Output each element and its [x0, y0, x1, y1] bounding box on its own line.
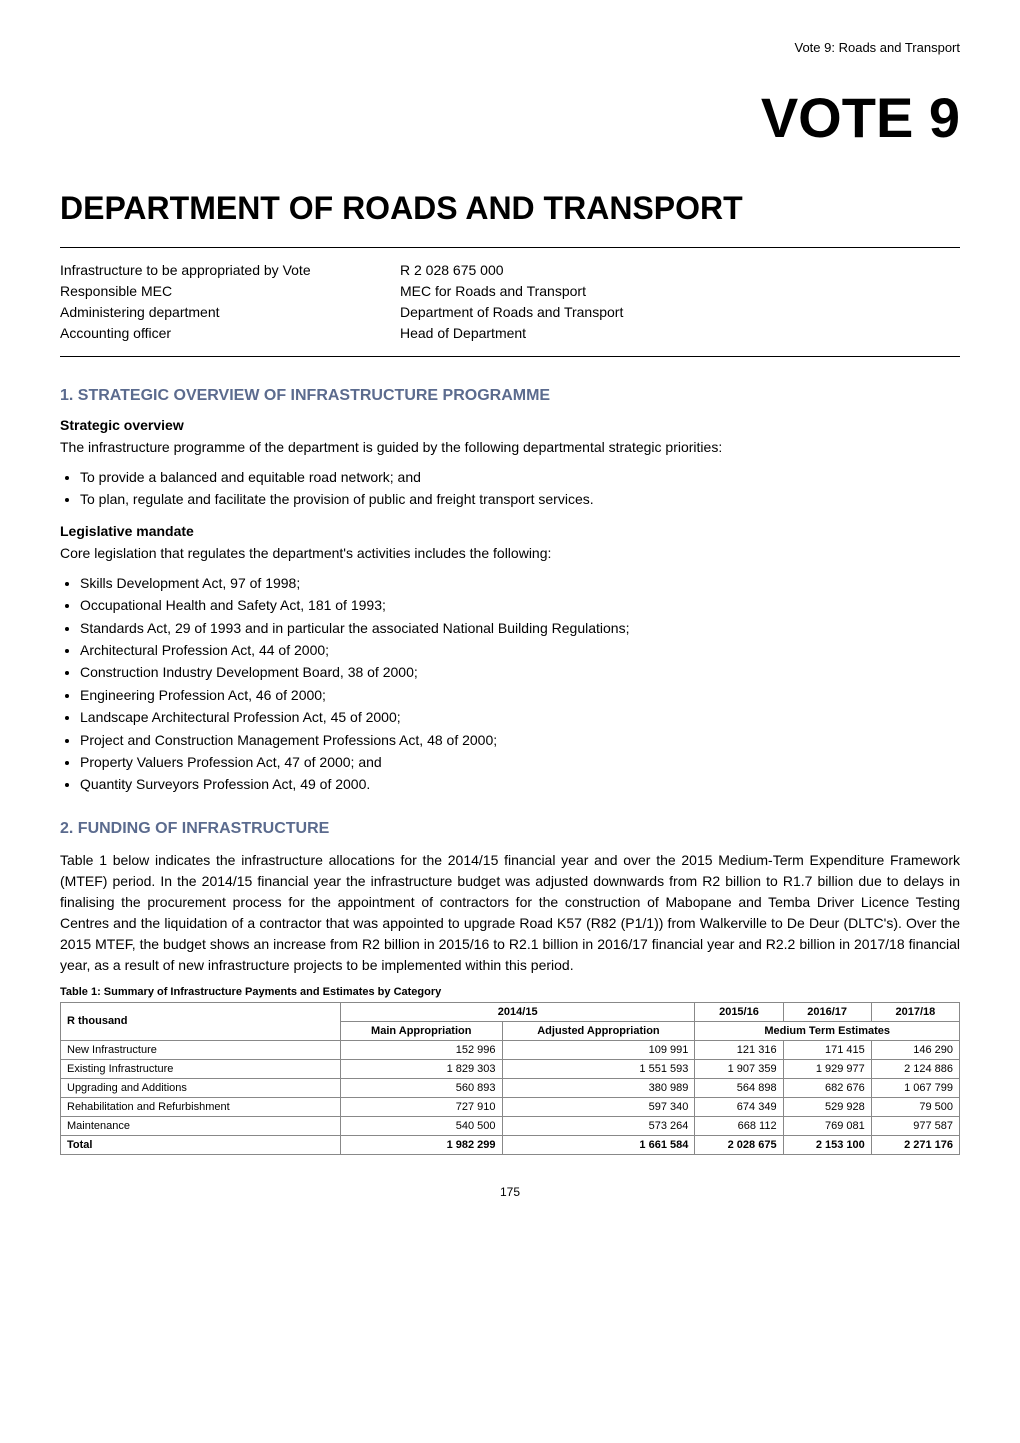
- table-cell-label: Upgrading and Additions: [61, 1078, 341, 1097]
- table-row: Upgrading and Additions 560 893 380 989 …: [61, 1078, 960, 1097]
- table-cell: 109 991: [502, 1040, 695, 1059]
- info-value: Department of Roads and Transport: [400, 302, 960, 323]
- table-cell-label: Existing Infrastructure: [61, 1059, 341, 1078]
- table-cell: 674 349: [695, 1097, 783, 1116]
- table-cell: 977 587: [871, 1116, 959, 1135]
- vote-title: VOTE 9: [60, 85, 960, 150]
- table-cell: 1 551 593: [502, 1059, 695, 1078]
- table-cell: 597 340: [502, 1097, 695, 1116]
- table-year-group: 2014/15: [341, 1002, 695, 1021]
- table-cell: 573 264: [502, 1116, 695, 1135]
- table-cell: 1 829 303: [341, 1059, 503, 1078]
- dept-title: DEPARTMENT OF ROADS AND TRANSPORT: [60, 190, 960, 227]
- bullet-item: Occupational Health and Safety Act, 181 …: [80, 594, 960, 616]
- bullet-item: Construction Industry Development Board,…: [80, 661, 960, 683]
- legislative-bullets: Skills Development Act, 97 of 1998; Occu…: [60, 572, 960, 796]
- table-row: Existing Infrastructure 1 829 303 1 551 …: [61, 1059, 960, 1078]
- table-total-cell: 1 661 584: [502, 1135, 695, 1154]
- page-number: 175: [60, 1185, 960, 1199]
- table-cell: 171 415: [783, 1040, 871, 1059]
- section-2-heading: 2. FUNDING OF INFRASTRUCTURE: [60, 820, 960, 838]
- table-cell-label: New Infrastructure: [61, 1040, 341, 1059]
- info-value: MEC for Roads and Transport: [400, 281, 960, 302]
- table-cell: 146 290: [871, 1040, 959, 1059]
- header-right: Vote 9: Roads and Transport: [60, 40, 960, 55]
- info-label: Administering department: [60, 302, 400, 323]
- info-row: Infrastructure to be appropriated by Vot…: [60, 260, 960, 281]
- table-rowheader-label: R thousand: [61, 1002, 341, 1040]
- table-header-row-1: R thousand 2014/15 2015/16 2016/17 2017/…: [61, 1002, 960, 1021]
- info-value: R 2 028 675 000: [400, 260, 960, 281]
- table-cell: 79 500: [871, 1097, 959, 1116]
- table-1-caption: Table 1: Summary of Infrastructure Payme…: [60, 986, 960, 998]
- table-cell: 668 112: [695, 1116, 783, 1135]
- info-row: Accounting officer Head of Department: [60, 323, 960, 344]
- bullet-item: Project and Construction Management Prof…: [80, 729, 960, 751]
- bullet-item: Standards Act, 29 of 1993 and in particu…: [80, 617, 960, 639]
- section-1-heading: 1. STRATEGIC OVERVIEW OF INFRASTRUCTURE …: [60, 387, 960, 405]
- info-block: Infrastructure to be appropriated by Vot…: [60, 247, 960, 357]
- table-cell-label: Maintenance: [61, 1116, 341, 1135]
- info-label: Accounting officer: [60, 323, 400, 344]
- table-year: 2016/17: [783, 1002, 871, 1021]
- strategic-bullets: To provide a balanced and equitable road…: [60, 466, 960, 511]
- info-label: Responsible MEC: [60, 281, 400, 302]
- bullet-item: Skills Development Act, 97 of 1998;: [80, 572, 960, 594]
- table-1: R thousand 2014/15 2015/16 2016/17 2017/…: [60, 1002, 960, 1155]
- table-total-cell: 2 028 675: [695, 1135, 783, 1154]
- table-cell-label: Rehabilitation and Refurbishment: [61, 1097, 341, 1116]
- table-cell: 727 910: [341, 1097, 503, 1116]
- bullet-item: Quantity Surveyors Profession Act, 49 of…: [80, 773, 960, 795]
- table-total-row: Total 1 982 299 1 661 584 2 028 675 2 15…: [61, 1135, 960, 1154]
- info-value: Head of Department: [400, 323, 960, 344]
- legislative-text: Core legislation that regulates the depa…: [60, 543, 960, 564]
- table-year: 2015/16: [695, 1002, 783, 1021]
- table-cell: 1 907 359: [695, 1059, 783, 1078]
- bullet-item: Architectural Profession Act, 44 of 2000…: [80, 639, 960, 661]
- table-total-cell: 2 271 176: [871, 1135, 959, 1154]
- table-total-label: Total: [61, 1135, 341, 1154]
- bullet-item: To plan, regulate and facilitate the pro…: [80, 488, 960, 510]
- table-subheader: Adjusted Appropriation: [502, 1021, 695, 1040]
- table-cell: 540 500: [341, 1116, 503, 1135]
- table-total-cell: 1 982 299: [341, 1135, 503, 1154]
- table-cell: 560 893: [341, 1078, 503, 1097]
- legislative-label: Legislative mandate: [60, 523, 960, 539]
- strategic-overview-text: The infrastructure programme of the depa…: [60, 437, 960, 458]
- table-cell: 380 989: [502, 1078, 695, 1097]
- table-cell: 529 928: [783, 1097, 871, 1116]
- table-cell: 564 898: [695, 1078, 783, 1097]
- table-cell: 1 067 799: [871, 1078, 959, 1097]
- section-2-para: Table 1 below indicates the infrastructu…: [60, 850, 960, 976]
- table-row: Rehabilitation and Refurbishment 727 910…: [61, 1097, 960, 1116]
- table-cell: 2 124 886: [871, 1059, 959, 1078]
- info-row: Administering department Department of R…: [60, 302, 960, 323]
- table-cell: 152 996: [341, 1040, 503, 1059]
- info-label: Infrastructure to be appropriated by Vot…: [60, 260, 400, 281]
- table-row: Maintenance 540 500 573 264 668 112 769 …: [61, 1116, 960, 1135]
- bullet-item: Property Valuers Profession Act, 47 of 2…: [80, 751, 960, 773]
- strategic-overview-label: Strategic overview: [60, 417, 960, 433]
- table-cell: 682 676: [783, 1078, 871, 1097]
- info-row: Responsible MEC MEC for Roads and Transp…: [60, 281, 960, 302]
- table-subheader: Main Appropriation: [341, 1021, 503, 1040]
- table-total-cell: 2 153 100: [783, 1135, 871, 1154]
- table-cell: 769 081: [783, 1116, 871, 1135]
- table-row: New Infrastructure 152 996 109 991 121 3…: [61, 1040, 960, 1059]
- table-cell: 1 929 977: [783, 1059, 871, 1078]
- table-year: 2017/18: [871, 1002, 959, 1021]
- bullet-item: To provide a balanced and equitable road…: [80, 466, 960, 488]
- bullet-item: Engineering Profession Act, 46 of 2000;: [80, 684, 960, 706]
- table-cell: 121 316: [695, 1040, 783, 1059]
- table-mte-label: Medium Term Estimates: [695, 1021, 960, 1040]
- bullet-item: Landscape Architectural Profession Act, …: [80, 706, 960, 728]
